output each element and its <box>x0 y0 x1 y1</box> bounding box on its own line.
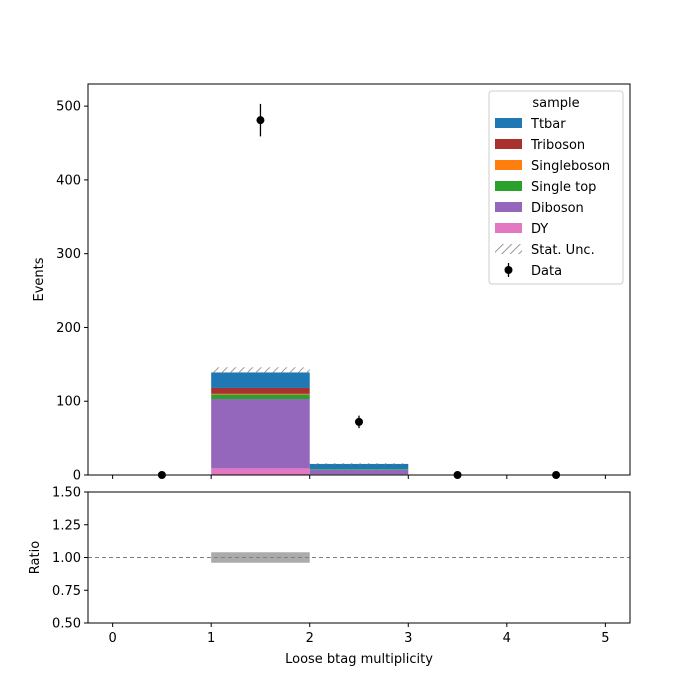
main-ytick-label: 500 <box>56 100 81 115</box>
ratio-panel: 0.50 0.75 1.00 1.25 1.50 0 1 2 3 4 5 Loose btag mul… <box>28 486 631 667</box>
data-point-2 <box>355 417 363 426</box>
legend-label: Ttbar <box>530 117 566 132</box>
ratio-xtick-label: 1 <box>207 631 215 646</box>
ratio-xtick-label: 2 <box>306 631 314 646</box>
bar-singleboson-bin-1 <box>211 393 310 395</box>
stat-unc-band-bin-2 <box>309 463 409 465</box>
legend-title: sample <box>532 96 579 111</box>
ratio-ytick-label: 1.50 <box>52 486 81 501</box>
bar-single-top-bin-2 <box>309 469 409 470</box>
ratio-xtick-label: 0 <box>108 631 116 646</box>
legend-data-marker <box>504 266 513 274</box>
ratio-ytick-label: 0.50 <box>52 617 81 632</box>
legend-swatch-ttbar <box>495 118 522 128</box>
ratio-ytick-label: 1.25 <box>52 518 81 533</box>
ratio-ytick-label: 0.75 <box>52 584 81 599</box>
main-panel: 0 100 200 300 400 500 Events <box>32 83 631 484</box>
ratio-xlabel: Loose btag multiplicity <box>285 652 433 667</box>
ratio-ytick-label: 1.00 <box>52 551 81 566</box>
bar-dy-bin-1 <box>211 468 310 475</box>
legend-swatch-singleboson <box>495 160 522 170</box>
legend-swatch-dy <box>495 223 522 233</box>
main-ytick-label: 300 <box>56 247 81 262</box>
ratio-xtick-label: 3 <box>404 631 412 646</box>
ratio-axes-frame <box>87 491 631 624</box>
legend-label: Data <box>531 264 562 279</box>
ratio-xtick-label: 4 <box>503 631 511 646</box>
bar-ttbar-bin-2 <box>309 463 409 470</box>
data-point-1 <box>256 116 265 125</box>
legend-swatch-stat-unc <box>495 244 522 254</box>
legend-box <box>488 90 624 285</box>
bar-diboson-bin-1 <box>211 399 310 469</box>
legend-swatch-single-top <box>495 181 522 191</box>
bar-triboson-bin-1 <box>211 387 310 394</box>
legend-label: Triboson <box>530 138 585 153</box>
legend-swatch-diboson <box>495 202 522 212</box>
bar-single-top-bin-1 <box>211 394 310 400</box>
bar-diboson-bin-2 <box>309 469 409 475</box>
legend-swatch-triboson <box>495 139 522 149</box>
ratio-unc-band-0 <box>211 552 310 563</box>
legend: sample Ttbar Triboson Singleboson Single top… <box>488 90 624 285</box>
legend-label: Singleboson <box>531 159 610 174</box>
main-ytick-label: 100 <box>56 395 81 410</box>
legend-label: Single top <box>531 180 596 195</box>
main-ytick-label: 0 <box>73 469 81 484</box>
main-ytick-label: 200 <box>56 321 81 336</box>
stat-unc-band-bin-1 <box>211 367 310 374</box>
legend-label: Diboson <box>531 201 584 216</box>
legend-label: DY <box>531 222 548 237</box>
legend-label: Stat. Unc. <box>531 243 595 258</box>
main-ylabel: Events <box>32 257 47 301</box>
main-ytick-label: 400 <box>56 173 81 188</box>
bar-ttbar-bin-1 <box>211 372 310 388</box>
ratio-xtick-label: 5 <box>601 631 609 646</box>
ratio-ylabel: Ratio <box>28 541 43 574</box>
main-axes-frame <box>87 83 631 476</box>
